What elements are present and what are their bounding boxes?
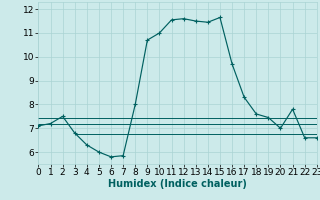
X-axis label: Humidex (Indice chaleur): Humidex (Indice chaleur) <box>108 179 247 189</box>
